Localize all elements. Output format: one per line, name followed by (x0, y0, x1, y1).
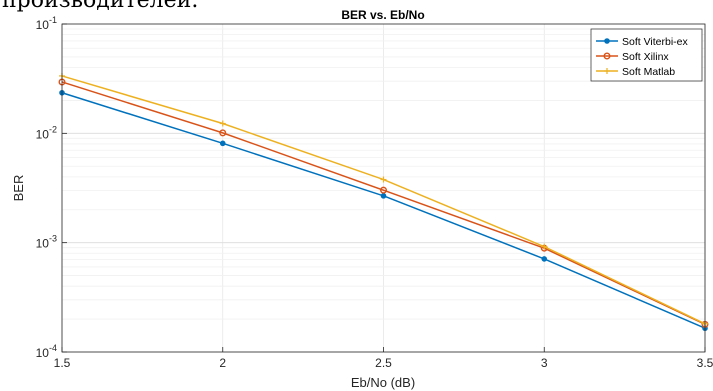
x-tick-label: 2.5 (375, 356, 392, 370)
legend-marker (603, 52, 611, 60)
data-point (541, 256, 548, 262)
legend-marker (604, 38, 610, 44)
data-point (219, 129, 227, 137)
data-point (541, 243, 548, 250)
y-tick-label: 10-2 (36, 124, 57, 141)
legend: Soft Viterbi-ex Soft Xilinx Soft Matlab (590, 28, 703, 82)
data-point (380, 176, 387, 183)
data-point (380, 186, 388, 194)
legend-marker (604, 68, 610, 74)
data-point (219, 140, 226, 147)
page-heading-fragment: производителей. (2, 0, 199, 13)
x-tick-label: 3 (541, 356, 548, 370)
chart-title: BER vs. Eb/No (341, 8, 424, 22)
legend-label: Soft Xilinx (622, 51, 669, 63)
y-tick-labels: 10-4 10-3 10-2 10-1 (36, 15, 67, 360)
x-tick-label: 2 (219, 356, 226, 370)
data-point (380, 193, 387, 199)
x-tick-label: 1.5 (54, 356, 71, 370)
y-tick-label: 10-4 (36, 343, 57, 360)
legend-label: Soft Viterbi-ex (622, 36, 689, 48)
y-tick-label: 10-1 (36, 15, 57, 32)
legend-label: Soft Matlab (622, 66, 675, 78)
series-line (61, 81, 706, 326)
data-point (219, 120, 226, 127)
y-axis-label: BER (11, 175, 26, 202)
y-tick-label: 10-3 (36, 234, 57, 251)
x-tick-labels: 1.5 2 2.5 3 3.5 (54, 347, 713, 370)
x-tick-label: 3.5 (697, 356, 713, 370)
x-axis-label: Eb/No (dB) (351, 375, 415, 390)
